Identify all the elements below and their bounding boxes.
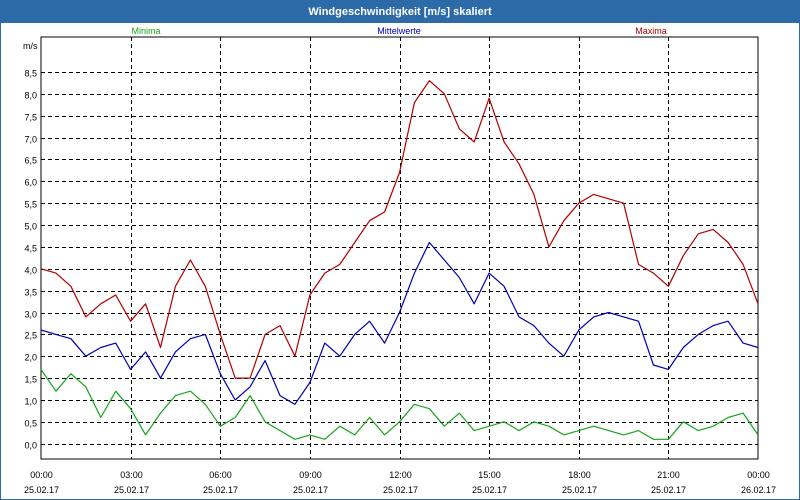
y-tick-label: 4,0 — [24, 266, 37, 276]
y-tick-label: 5,0 — [24, 222, 37, 232]
legend-mittelwerte: Mittelwerte — [377, 26, 421, 36]
y-tick-label: 4,5 — [24, 244, 37, 254]
x-tick-time: 00:00 — [747, 470, 770, 480]
y-axis-label: m/s — [23, 41, 38, 51]
x-tick-date: 26.02.17 — [741, 485, 776, 495]
y-tick-label: 1,5 — [24, 375, 37, 385]
x-tick-date: 25.02.17 — [24, 485, 59, 495]
y-tick-label: 1,0 — [24, 397, 37, 407]
y-tick-label: 8,0 — [24, 91, 37, 101]
legend-minima: Minima — [131, 26, 160, 36]
x-tick-date: 25.02.17 — [472, 485, 507, 495]
x-tick-time: 09:00 — [299, 470, 322, 480]
series-line-mittelwerte — [40, 241, 759, 405]
y-tick-label: 8,5 — [24, 69, 37, 79]
x-tick-date: 25.02.17 — [383, 485, 418, 495]
x-tick-date: 25.02.17 — [293, 485, 328, 495]
x-tick-date: 25.02.17 — [114, 485, 149, 495]
x-tick-time: 12:00 — [389, 470, 412, 480]
y-tick-label: 5,5 — [24, 200, 37, 210]
y-tick-label: 7,0 — [24, 135, 37, 145]
legend-maxima: Maxima — [635, 26, 667, 36]
y-tick-label: 0,5 — [24, 419, 37, 429]
x-tick-time: 00:00 — [30, 470, 53, 480]
y-tick-label: 3,0 — [24, 310, 37, 320]
x-tick-time: 15:00 — [478, 470, 501, 480]
y-tick-label: 0,0 — [24, 441, 37, 451]
x-tick-date: 25.02.17 — [203, 485, 238, 495]
y-tick-label: 7,5 — [24, 113, 37, 123]
series-line-maxima — [40, 80, 759, 379]
x-tick-time: 18:00 — [568, 470, 591, 480]
y-tick-label: 2,5 — [24, 331, 37, 341]
y-tick-label: 3,5 — [24, 288, 37, 298]
chart-title: Windgeschwindigkeit [m/s] skaliert — [1, 1, 799, 23]
x-tick-time: 03:00 — [120, 470, 143, 480]
series-line-minima — [40, 369, 759, 440]
x-tick-time: 06:00 — [209, 470, 232, 480]
y-tick-label: 6,5 — [24, 156, 37, 166]
y-tick-label: 2,0 — [24, 353, 37, 363]
x-tick-date: 25.02.17 — [562, 485, 597, 495]
x-tick-date: 25.02.17 — [651, 485, 686, 495]
y-tick-label: 6,0 — [24, 178, 37, 188]
x-tick-time: 21:00 — [657, 470, 680, 480]
